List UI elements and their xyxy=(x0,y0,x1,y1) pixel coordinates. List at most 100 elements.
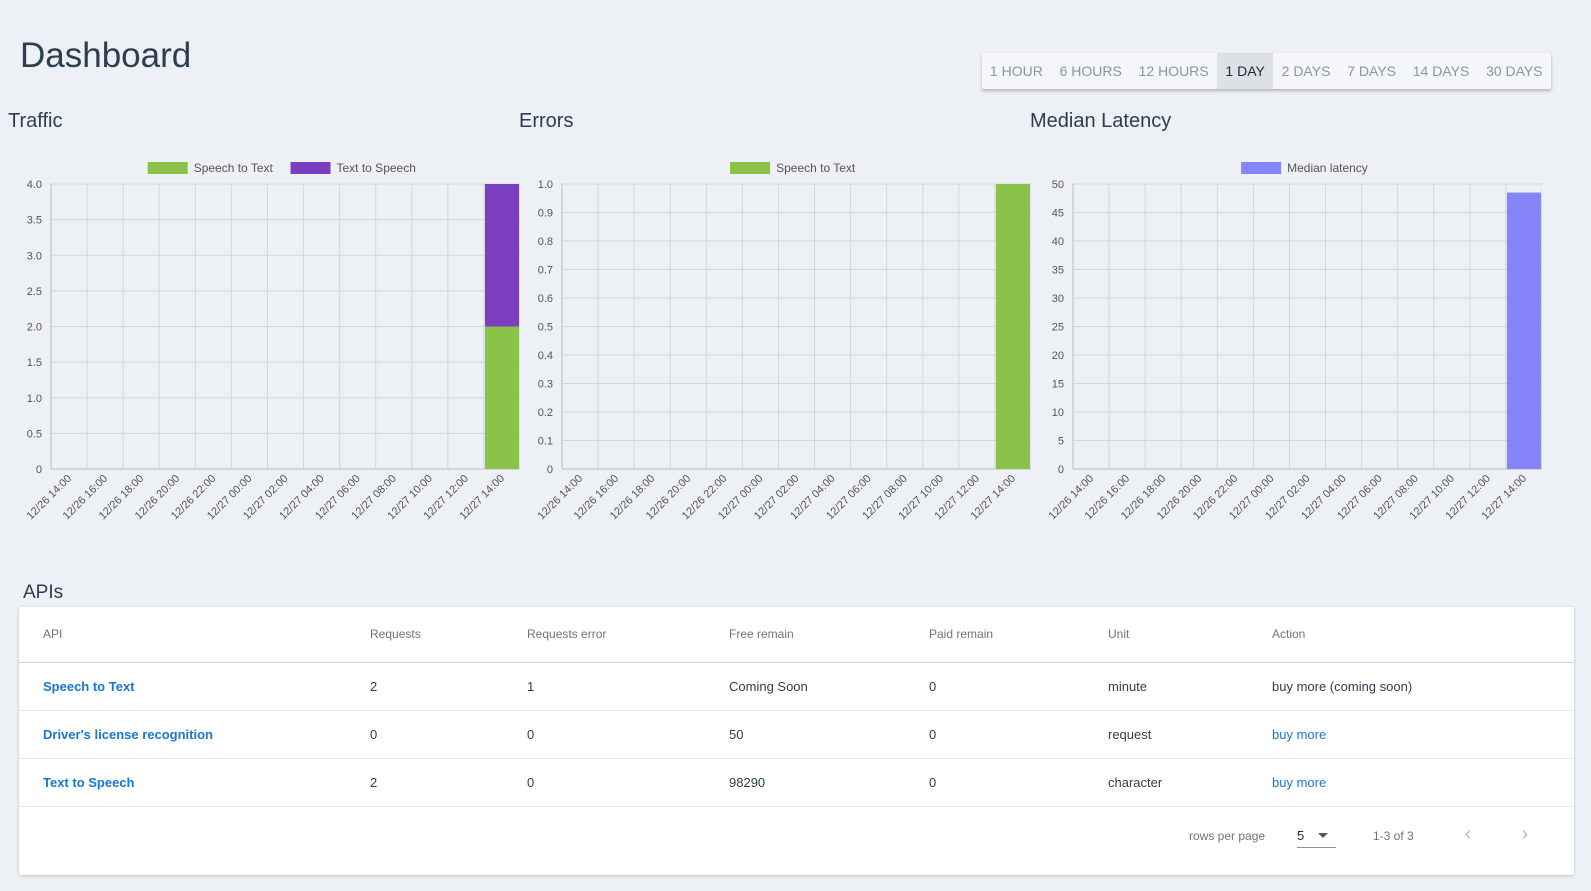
traffic-chart: 0 0.5 1.0 1.5 2.0 2.5 3.0 3.5 4.0 12/26 14:00 12/2… xyxy=(0,108,520,538)
pagination-range: 1-3 of 3 xyxy=(1373,828,1414,843)
table-cell: 0 xyxy=(527,758,729,807)
y-tick-label: 0.9 xyxy=(538,208,553,220)
legend-swatch xyxy=(730,162,771,174)
range-button-7-days[interactable]: 7 DAYS xyxy=(1347,63,1396,79)
y-tick-label: 50 xyxy=(1052,179,1064,191)
legend-label[interactable]: Median latency xyxy=(1287,161,1368,175)
column-header: Paid remain xyxy=(929,607,1108,663)
errors-chart-title: Errors xyxy=(519,110,574,132)
bar-speech-to-text xyxy=(484,326,519,469)
legend-label[interactable]: Speech to Text xyxy=(776,161,856,175)
table-cell: character xyxy=(1108,758,1272,807)
y-tick-label: 1.0 xyxy=(538,179,553,191)
y-tick-label: 0.1 xyxy=(538,436,553,448)
bar-median-latency xyxy=(1506,192,1541,470)
y-tick-label: 0 xyxy=(1058,464,1064,476)
y-tick-label: 35 xyxy=(1052,265,1064,277)
api-name-link[interactable]: Speech to Text xyxy=(43,678,135,694)
cell-value: 0 xyxy=(527,726,535,742)
range-button-14-days[interactable]: 14 DAYS xyxy=(1412,63,1470,79)
traffic-chart-svg: 00.51.01.52.02.53.03.54.012/26 14:0012/2… xyxy=(25,161,520,522)
y-tick-label: 0.4 xyxy=(538,350,553,362)
range-button-30-days[interactable]: 30 DAYS xyxy=(1486,63,1543,79)
table-cell: request xyxy=(1108,710,1272,759)
y-tick-label: 25 xyxy=(1052,322,1064,334)
chevron-right-icon[interactable]: › xyxy=(1521,822,1529,845)
column-header: Free remain xyxy=(729,607,929,663)
table-cell: 2 xyxy=(370,758,527,807)
table-cell: 0 xyxy=(370,710,527,759)
cell-value: character xyxy=(1108,774,1163,790)
chevron-left-icon[interactable]: ‹ xyxy=(1464,822,1472,845)
y-tick-label: 1.5 xyxy=(27,357,42,369)
api-name-link[interactable]: Text to Speech xyxy=(43,774,135,790)
table-cell: 98290 xyxy=(729,758,929,807)
rows-per-page-label: rows per page xyxy=(1189,828,1266,843)
table-cell: Text to Speech xyxy=(19,758,370,807)
y-tick-label: 1.0 xyxy=(27,393,42,405)
legend-label[interactable]: Text to Speech xyxy=(337,161,416,175)
y-tick-label: 0.3 xyxy=(538,379,553,391)
range-button-12-hours[interactable]: 12 HOURS xyxy=(1138,63,1209,79)
table-footer: rows per page 5 1-3 of 3 ‹ › xyxy=(19,807,1574,863)
chart-grid xyxy=(1072,183,1542,470)
y-tick-label: 3.5 xyxy=(27,215,42,227)
apis-table-card: API Requests Requests error Free remain Paid… xyxy=(19,607,1574,875)
table-cell: 2 xyxy=(370,662,527,711)
y-tick-label: 0.8 xyxy=(538,236,553,248)
cell-value: 0 xyxy=(929,726,937,742)
legend-swatch xyxy=(1241,162,1282,174)
table-cell: buy more (coming soon) xyxy=(1272,662,1574,711)
bar-text-to-speech xyxy=(484,184,519,327)
y-tick-label: 0 xyxy=(547,464,553,476)
y-tick-label: 4.0 xyxy=(27,179,42,191)
table-cell: 0 xyxy=(929,710,1108,759)
api-name-link[interactable]: Driver's license recognition xyxy=(43,726,213,742)
chart-grid xyxy=(561,183,1031,470)
y-tick-label: 3.0 xyxy=(27,250,42,262)
rows-per-page-value: 5 xyxy=(1297,827,1305,843)
traffic-chart-title: Traffic xyxy=(8,110,63,132)
table-cell: 0 xyxy=(929,758,1108,807)
y-tick-label: 10 xyxy=(1052,407,1064,419)
table-cell: buy more xyxy=(1272,710,1574,759)
cell-value: 1 xyxy=(527,678,535,694)
y-tick-label: 40 xyxy=(1052,236,1064,248)
cell-value: 50 xyxy=(729,726,744,742)
y-tick-label: 2.0 xyxy=(27,322,42,334)
range-button-1-day[interactable]: 1 DAY xyxy=(1217,53,1274,89)
table-cell: minute xyxy=(1108,662,1272,711)
column-header: API xyxy=(19,607,370,663)
cell-value: 2 xyxy=(370,678,378,694)
table-row: Driver's license recognition 0 0 50 0 request… xyxy=(19,710,1574,759)
range-button-6-hours[interactable]: 6 HOURS xyxy=(1059,63,1122,79)
range-button-2-days[interactable]: 2 DAYS xyxy=(1281,63,1331,79)
cell-value: 0 xyxy=(929,774,937,790)
cell-value: 98290 xyxy=(729,774,766,790)
table-cell: Driver's license recognition xyxy=(19,710,370,759)
bar-speech-to-text xyxy=(995,184,1030,469)
table-row: Text to Speech 2 0 98290 0 character buy more xyxy=(19,758,1574,807)
legend-label[interactable]: Speech to Text xyxy=(194,161,274,175)
table-cell: 0 xyxy=(929,662,1108,711)
y-tick-label: 15 xyxy=(1052,379,1064,391)
y-tick-label: 0.5 xyxy=(27,428,42,440)
legend-swatch xyxy=(147,162,188,174)
cell-value: 0 xyxy=(370,726,378,742)
errors-chart-svg: 00.10.20.30.40.50.60.70.80.91.012/26 14:… xyxy=(536,161,1031,522)
table-header-row: API Requests Requests error Free remain Paid… xyxy=(19,607,1574,663)
cell-value: 0 xyxy=(929,678,937,694)
latency-chart-title: Median Latency xyxy=(1030,110,1172,132)
buy-more-link[interactable]: buy more xyxy=(1272,774,1327,790)
y-tick-label: 0.6 xyxy=(538,293,553,305)
column-header: Unit xyxy=(1108,607,1272,663)
table-row: Speech to Text 2 1 Coming Soon 0 minute buy mo… xyxy=(19,662,1574,711)
y-tick-label: 20 xyxy=(1052,350,1064,362)
y-tick-label: 5 xyxy=(1058,436,1064,448)
rows-per-page-select[interactable]: 5 xyxy=(1297,823,1336,848)
cell-value: request xyxy=(1108,726,1152,742)
legend-swatch xyxy=(290,162,331,174)
buy-more-link[interactable]: buy more xyxy=(1272,726,1327,742)
range-button-1-hour[interactable]: 1 HOUR xyxy=(989,63,1043,79)
